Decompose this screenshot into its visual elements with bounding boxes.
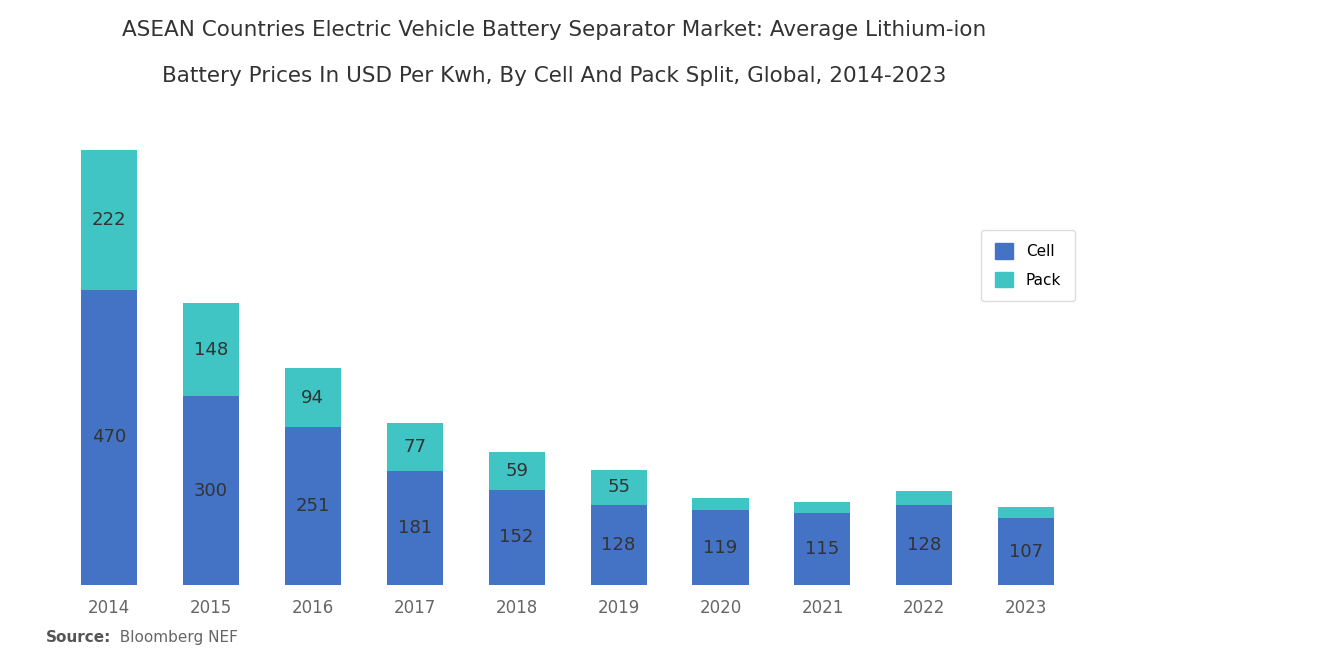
- Text: 251: 251: [296, 497, 330, 515]
- Text: ASEAN Countries Electric Vehicle Battery Separator Market: Average Lithium-ion: ASEAN Countries Electric Vehicle Battery…: [123, 20, 986, 40]
- Text: 148: 148: [194, 341, 228, 359]
- Bar: [285, 368, 341, 428]
- Bar: [795, 501, 850, 513]
- Text: 470: 470: [92, 428, 125, 446]
- Text: 152: 152: [499, 529, 533, 547]
- Bar: [387, 423, 442, 471]
- Bar: [285, 428, 341, 585]
- Bar: [896, 505, 953, 585]
- Text: 128: 128: [907, 536, 941, 554]
- Bar: [182, 303, 239, 396]
- Text: 119: 119: [704, 539, 738, 557]
- Bar: [387, 471, 442, 585]
- Text: Battery Prices In USD Per Kwh, By Cell And Pack Split, Global, 2014-2023: Battery Prices In USD Per Kwh, By Cell A…: [162, 66, 946, 86]
- Bar: [81, 289, 137, 585]
- Bar: [998, 518, 1055, 585]
- Text: 128: 128: [602, 536, 636, 554]
- Text: 222: 222: [91, 211, 127, 229]
- Bar: [81, 150, 137, 289]
- Legend: Cell, Pack: Cell, Pack: [981, 229, 1074, 301]
- Text: 300: 300: [194, 482, 228, 500]
- Text: Source:: Source:: [46, 630, 112, 645]
- Text: 107: 107: [1010, 543, 1043, 561]
- Text: 115: 115: [805, 540, 840, 558]
- Bar: [693, 510, 748, 585]
- Bar: [998, 507, 1055, 518]
- Bar: [590, 505, 647, 585]
- Text: 181: 181: [397, 519, 432, 537]
- Text: 94: 94: [301, 389, 325, 407]
- Bar: [693, 498, 748, 510]
- Bar: [488, 489, 545, 585]
- Text: 77: 77: [403, 438, 426, 456]
- Bar: [182, 396, 239, 585]
- Bar: [488, 452, 545, 489]
- Bar: [590, 470, 647, 505]
- Bar: [896, 491, 953, 505]
- Bar: [795, 513, 850, 585]
- Text: Bloomberg NEF: Bloomberg NEF: [110, 630, 238, 645]
- Text: 55: 55: [607, 478, 630, 496]
- Text: 59: 59: [506, 462, 528, 480]
